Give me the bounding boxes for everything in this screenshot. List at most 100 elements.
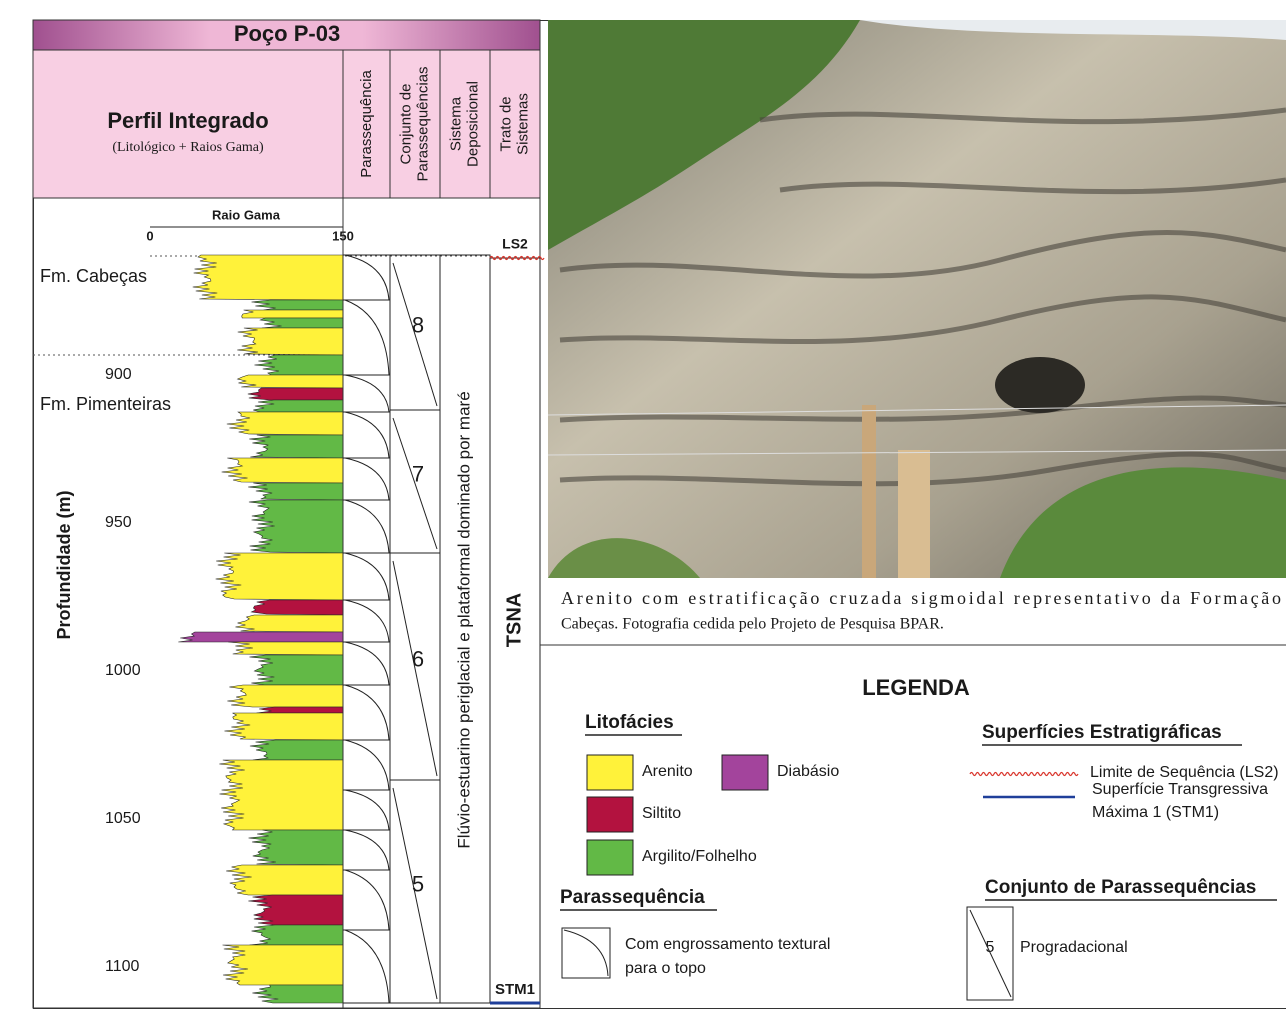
profile-subtitle: (Litológico + Raios Gama) [112, 140, 264, 155]
lithology-layer [252, 984, 344, 1004]
lithology-layer [253, 399, 344, 413]
well-title: Poço P-03 [234, 21, 340, 46]
parasequence-curve [344, 411, 390, 459]
lithology-layer [178, 631, 344, 643]
photo-wire [548, 449, 1286, 456]
lithology-layer [250, 599, 344, 616]
legend-label: Máxima 1 (STM1) [1092, 804, 1219, 821]
legend-title: LEGENDA [862, 675, 970, 700]
legend-label: Argilito/Folhelho [642, 848, 757, 865]
lithology-layer [248, 499, 344, 554]
parasequence-curve [344, 739, 390, 791]
parasequence-curve [344, 374, 390, 413]
lithology-layer [237, 327, 344, 356]
legend-swatch [721, 754, 769, 791]
lithology-layer [249, 434, 344, 459]
section-title: Superfícies Estratigráficas [982, 722, 1222, 743]
depth-tick-label: 1050 [105, 810, 141, 827]
column-header-line: Trato de [497, 96, 514, 151]
parasequence-set-number: 6 [412, 646, 424, 671]
lithology-layer [248, 829, 344, 866]
legend-set-number: 5 [986, 939, 995, 956]
lithology-layer [222, 944, 344, 986]
parasequence-curve [344, 254, 390, 301]
legend-swatch [586, 839, 634, 876]
parasequence-set-diagonal [392, 417, 438, 550]
legend-parasequence-box [561, 927, 611, 979]
column-header-line: Sistema [447, 96, 464, 151]
profile-title: Perfil Integrado [107, 108, 268, 133]
surface-label: LS2 [502, 236, 528, 252]
photo-caption: Cabeças. Fotografia cedida pelo Projeto … [561, 616, 944, 633]
column-header: Conjunto deParassequências [397, 66, 431, 181]
lithology-layer [228, 641, 344, 656]
parasequence-set-diagonal [392, 262, 438, 407]
column-header-line: Deposicional [464, 81, 481, 167]
legend-parasequence-curve [563, 929, 609, 977]
legend-set-box [966, 906, 1014, 1001]
parasequence-set-number: 7 [412, 461, 424, 486]
parasequence-curve [344, 499, 390, 554]
depth-tick-label: 900 [105, 366, 132, 383]
lithology-layer [248, 482, 344, 501]
parasequence-curve [344, 929, 390, 1004]
lithology-layer [248, 894, 344, 926]
depth-tick-label: 1100 [105, 958, 140, 975]
depth-axis-label: Profundidade (m) [54, 491, 74, 640]
legend: LEGENDA Litofácies Arenito Diabásio Siltito A… [560, 675, 1279, 1001]
photo-post [862, 405, 876, 578]
depth-tick-label: 950 [105, 514, 132, 531]
legend-swatch [586, 796, 634, 833]
gamma-tick-label: 0 [146, 228, 153, 243]
parasequence-curve [344, 552, 390, 601]
column-header: Trato deSistemas [497, 93, 531, 155]
lithology-layer [226, 411, 344, 436]
photo-sky [548, 20, 1286, 40]
sequence-boundary [489, 255, 545, 261]
section-title: Litofácies [585, 712, 674, 733]
title-bar [32, 19, 541, 51]
lithology-layer [219, 759, 344, 831]
parasequence-set-number: 5 [412, 871, 424, 896]
lithology-layer [254, 354, 344, 376]
column-header-line: Parassequência [358, 70, 375, 178]
lithology-layer [235, 614, 344, 633]
lithology-layer [249, 739, 344, 761]
photo-vegetation [548, 538, 700, 578]
column-header-line: Parassequências [414, 66, 431, 181]
parasequence-curve [344, 599, 390, 643]
photo-wire [548, 404, 1286, 416]
section-title: Conjunto de Parassequências [985, 877, 1256, 898]
legend-label: Arenito [642, 763, 693, 780]
lithology-layer [241, 309, 344, 319]
parasequence-set-diagonal [392, 560, 438, 777]
parasequence-set-number: 8 [412, 312, 424, 337]
legend-label: Limite de Sequência (LS2) [1090, 764, 1279, 781]
legend-label: para o topo [625, 960, 706, 977]
lithology-layer [249, 654, 344, 686]
photo-vegetation [548, 20, 860, 250]
lithology-layer [224, 712, 344, 741]
column-header: Parassequência [358, 70, 375, 178]
formation-label: Fm. Pimenteiras [40, 394, 171, 414]
lithology-layer [247, 387, 344, 401]
legend-label: Diabásio [777, 763, 839, 780]
column-header: SistemaDeposicional [447, 81, 481, 167]
legend-swatch [586, 754, 634, 791]
section-title: Parassequência [560, 887, 705, 908]
formation-label: Fm. Cabeças [40, 266, 147, 286]
legend-label: Com engrossamento textural [625, 936, 830, 953]
photo-post [898, 450, 930, 578]
lithology-layer [227, 684, 344, 708]
legend-label: Siltito [642, 805, 681, 822]
photo [548, 20, 1286, 578]
photo-cavity [995, 357, 1085, 413]
lithology-layer [226, 864, 344, 896]
photo-beds [559, 107, 1286, 487]
photo-caption: Arenito com estratificação cruzada sigmo… [561, 588, 1281, 608]
lithology-layer [256, 706, 344, 714]
legend-sequence-boundary [969, 771, 1079, 777]
parasequence-curve [344, 789, 390, 831]
